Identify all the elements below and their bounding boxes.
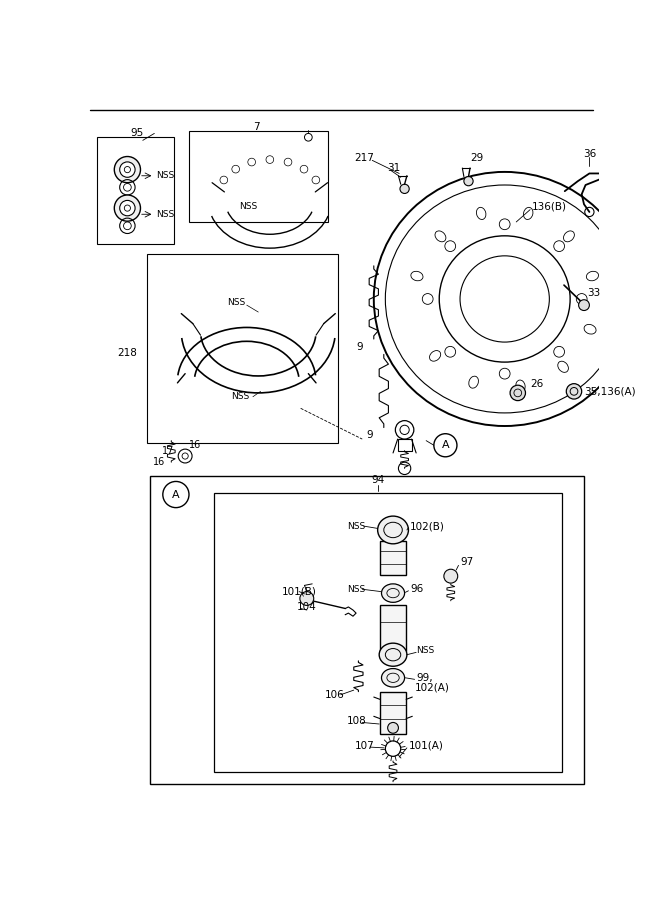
Text: A: A	[442, 440, 449, 450]
Bar	[97, 138, 173, 244]
Text: 217: 217	[355, 153, 374, 163]
Text: 9: 9	[367, 430, 374, 440]
Text: 16: 16	[189, 440, 201, 450]
Ellipse shape	[378, 516, 408, 544]
Circle shape	[119, 201, 135, 216]
Text: NSS: NSS	[347, 522, 365, 531]
Text: 96: 96	[410, 584, 424, 594]
Text: 99,: 99,	[416, 673, 433, 683]
Text: NSS: NSS	[231, 392, 249, 401]
Text: 94: 94	[371, 475, 384, 485]
Ellipse shape	[382, 584, 405, 602]
Circle shape	[400, 184, 410, 194]
Text: 102(B): 102(B)	[410, 521, 445, 531]
Bar	[380, 692, 406, 734]
Text: 108: 108	[347, 716, 367, 726]
Text: 7: 7	[253, 122, 259, 132]
Text: 16: 16	[153, 457, 165, 467]
Circle shape	[119, 162, 135, 177]
Circle shape	[464, 176, 473, 185]
Text: 101(A): 101(A)	[408, 741, 444, 751]
Circle shape	[300, 591, 313, 606]
Text: 95: 95	[131, 129, 144, 139]
Text: NSS: NSS	[347, 585, 365, 594]
Text: 26: 26	[530, 379, 544, 389]
Text: 36: 36	[583, 149, 596, 159]
Ellipse shape	[382, 669, 405, 687]
Text: 101(B): 101(B)	[281, 587, 316, 597]
Text: 136(B): 136(B)	[532, 202, 567, 211]
Text: 17: 17	[162, 446, 174, 455]
Text: 107: 107	[355, 741, 374, 751]
Bar	[189, 131, 327, 222]
Text: 106: 106	[325, 689, 345, 699]
Text: 29: 29	[470, 153, 484, 163]
Text: NSS: NSS	[156, 210, 174, 219]
Bar	[214, 493, 562, 771]
Bar	[380, 605, 406, 651]
Text: NSS: NSS	[227, 298, 245, 307]
Text: 35,136(A): 35,136(A)	[584, 386, 636, 396]
Text: NSS: NSS	[416, 646, 434, 655]
Bar	[398, 439, 412, 451]
Circle shape	[114, 157, 141, 183]
Text: 33: 33	[587, 288, 600, 298]
Circle shape	[566, 383, 582, 399]
Text: NSS: NSS	[156, 171, 174, 180]
Text: 218: 218	[117, 348, 137, 358]
Text: NSS: NSS	[239, 202, 257, 211]
Circle shape	[388, 723, 398, 734]
Text: 9: 9	[357, 342, 364, 352]
Circle shape	[578, 300, 590, 310]
Bar	[147, 255, 338, 443]
Circle shape	[114, 195, 141, 221]
Bar	[151, 476, 584, 784]
Circle shape	[444, 569, 458, 583]
Text: A: A	[172, 490, 179, 500]
Text: 104: 104	[297, 602, 317, 612]
Circle shape	[510, 385, 526, 400]
Text: 31: 31	[388, 163, 401, 173]
Ellipse shape	[379, 644, 407, 666]
Text: 102(A): 102(A)	[415, 683, 450, 693]
Bar	[380, 541, 406, 575]
Text: 97: 97	[460, 557, 474, 567]
